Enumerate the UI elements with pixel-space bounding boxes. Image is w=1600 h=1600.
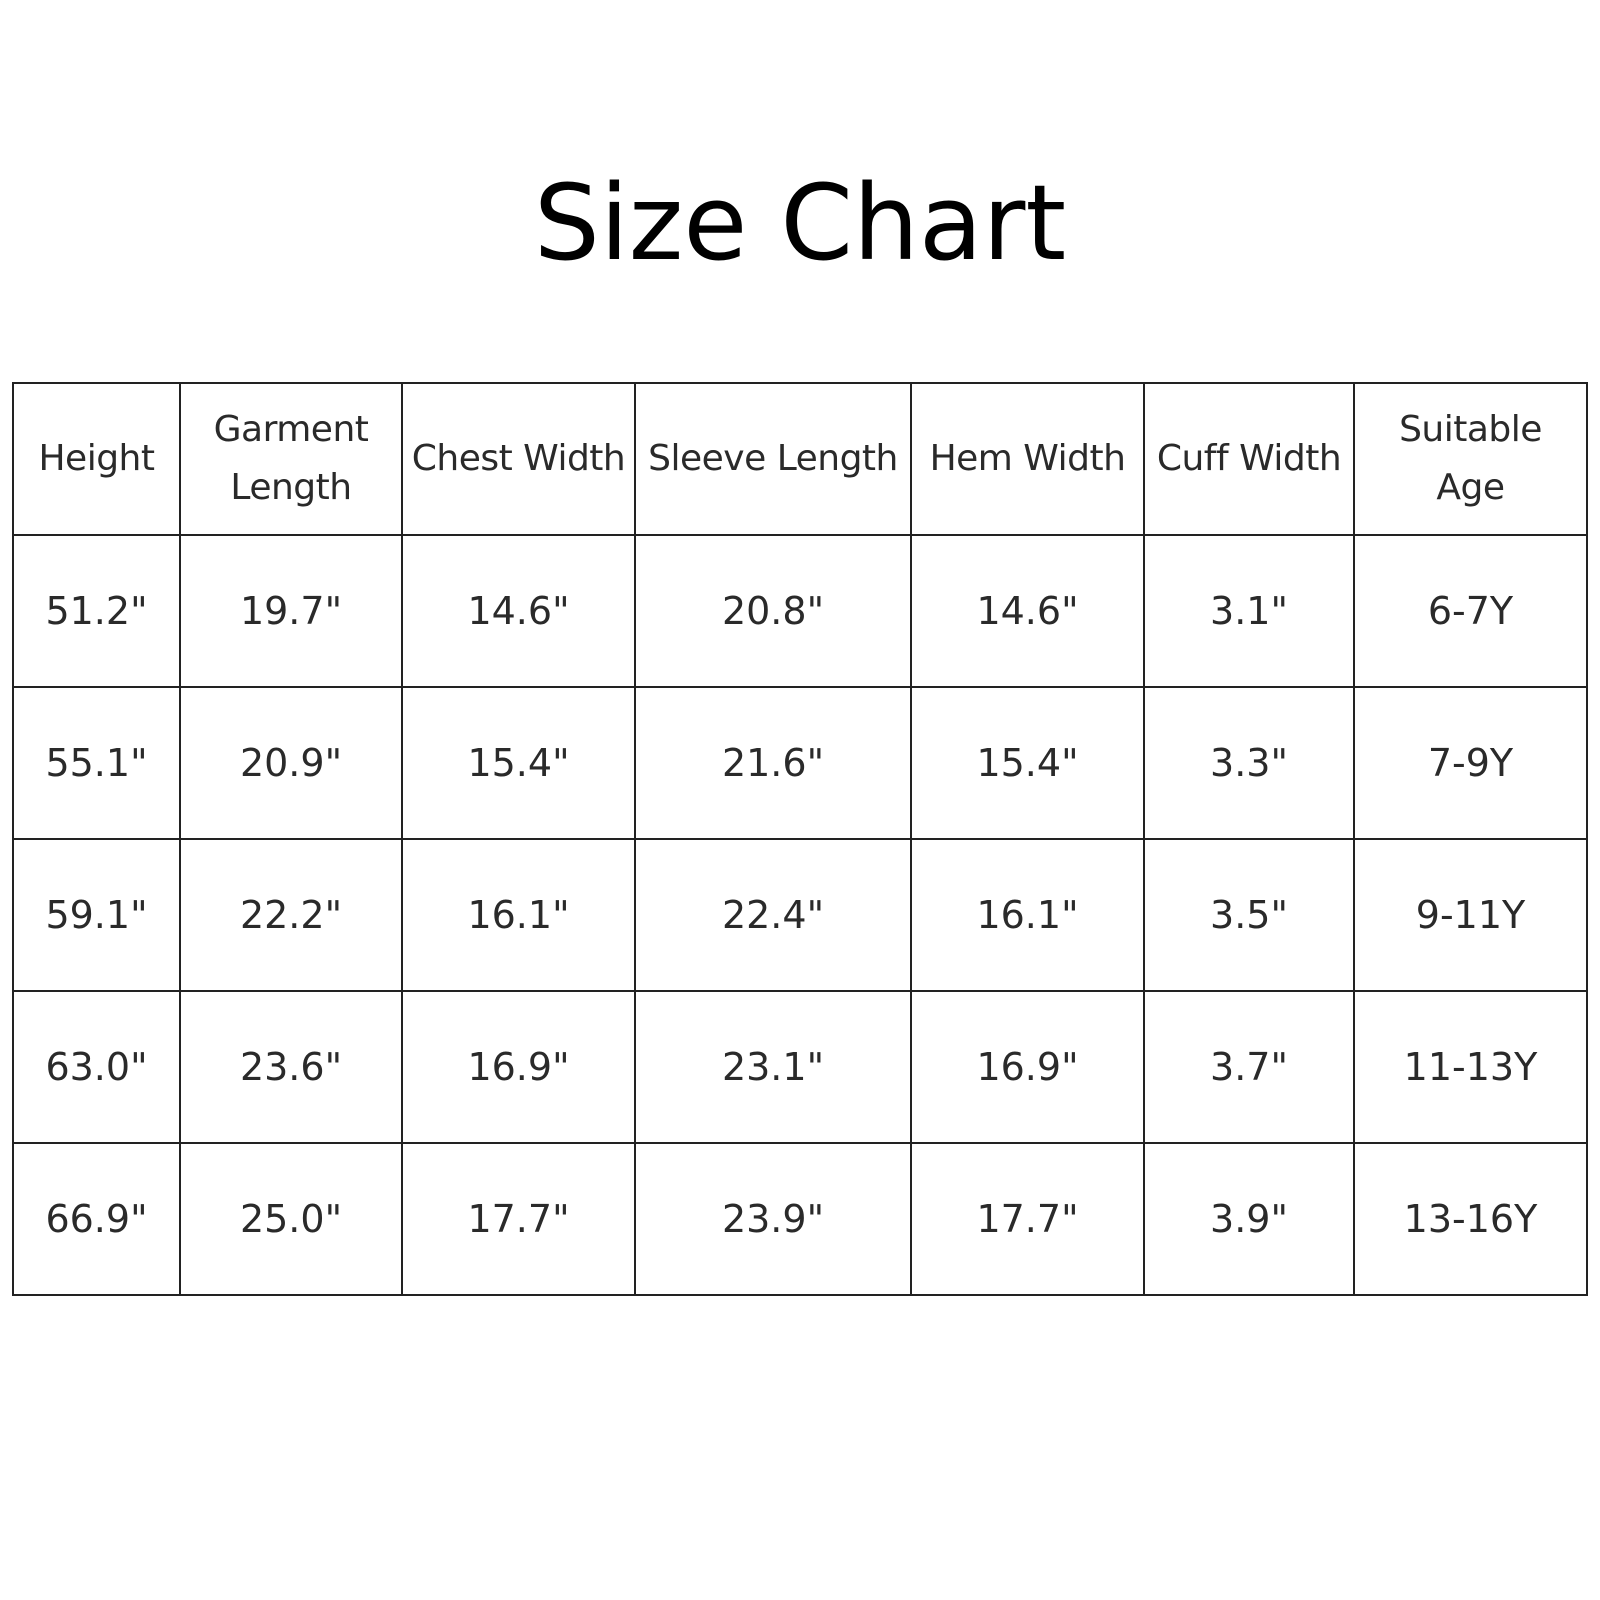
header-garment-length: Garment Length <box>179 382 403 536</box>
cell-cuff-width: 3.9" <box>1143 1142 1355 1296</box>
cell-height: 59.1" <box>12 838 181 992</box>
header-garment-length-line-2: Length <box>230 467 352 508</box>
cell-garment-length: 25.0" <box>179 1142 403 1296</box>
header-chest-width: Chest Width <box>401 382 636 536</box>
cell-suitable-age: 13-16Y <box>1353 1142 1588 1296</box>
page-title: Size Chart <box>533 162 1067 284</box>
cell-cuff-width: 3.3" <box>1143 686 1355 840</box>
header-row: Height Garment Length Chest Width Sleeve… <box>12 382 1588 536</box>
header-hem-width: Hem Width <box>910 382 1145 536</box>
header-sleeve-length-label: Sleeve Length <box>648 438 898 479</box>
cell-suitable-age: 9-11Y <box>1353 838 1588 992</box>
cell-height: 66.9" <box>12 1142 181 1296</box>
cell-chest-width: 15.4" <box>401 686 636 840</box>
cell-cuff-width: 3.1" <box>1143 534 1355 688</box>
cell-height: 51.2" <box>12 534 181 688</box>
cell-chest-width: 16.9" <box>401 990 636 1144</box>
header-height-label: Height <box>38 438 155 479</box>
cell-sleeve-length: 23.9" <box>634 1142 912 1296</box>
cell-garment-length: 20.9" <box>179 686 403 840</box>
table-row: 63.0" 23.6" 16.9" 23.1" 16.9" 3.7" 11-13… <box>12 990 1588 1144</box>
cell-suitable-age: 11-13Y <box>1353 990 1588 1144</box>
cell-hem-width: 16.1" <box>910 838 1145 992</box>
cell-sleeve-length: 23.1" <box>634 990 912 1144</box>
header-suitable-age-line-2: Age <box>1436 467 1505 508</box>
header-height: Height <box>12 382 181 536</box>
cell-suitable-age: 7-9Y <box>1353 686 1588 840</box>
cell-sleeve-length: 21.6" <box>634 686 912 840</box>
cell-cuff-width: 3.5" <box>1143 838 1355 992</box>
table-row: 51.2" 19.7" 14.6" 20.8" 14.6" 3.1" 6-7Y <box>12 534 1588 688</box>
cell-hem-width: 15.4" <box>910 686 1145 840</box>
cell-sleeve-length: 20.8" <box>634 534 912 688</box>
header-garment-length-line-1: Garment <box>213 409 369 450</box>
header-hem-width-label: Hem Width <box>929 438 1126 479</box>
table-row: 59.1" 22.2" 16.1" 22.4" 16.1" 3.5" 9-11Y <box>12 838 1588 992</box>
cell-sleeve-length: 22.4" <box>634 838 912 992</box>
cell-garment-length: 23.6" <box>179 990 403 1144</box>
cell-garment-length: 19.7" <box>179 534 403 688</box>
cell-cuff-width: 3.7" <box>1143 990 1355 1144</box>
header-cuff-width-label: Cuff Width <box>1156 438 1342 479</box>
cell-height: 63.0" <box>12 990 181 1144</box>
cell-height: 55.1" <box>12 686 181 840</box>
cell-garment-length: 22.2" <box>179 838 403 992</box>
cell-hem-width: 16.9" <box>910 990 1145 1144</box>
header-sleeve-length: Sleeve Length <box>634 382 912 536</box>
table-row: 66.9" 25.0" 17.7" 23.9" 17.7" 3.9" 13-16… <box>12 1142 1588 1296</box>
cell-chest-width: 16.1" <box>401 838 636 992</box>
cell-chest-width: 17.7" <box>401 1142 636 1296</box>
cell-hem-width: 17.7" <box>910 1142 1145 1296</box>
header-cuff-width: Cuff Width <box>1143 382 1355 536</box>
header-suitable-age: Suitable Age <box>1353 382 1588 536</box>
header-suitable-age-line-1: Suitable <box>1399 409 1542 450</box>
cell-hem-width: 14.6" <box>910 534 1145 688</box>
size-chart-table: Height Garment Length Chest Width Sleeve… <box>12 382 1588 1296</box>
table-row: 55.1" 20.9" 15.4" 21.6" 15.4" 3.3" 7-9Y <box>12 686 1588 840</box>
header-chest-width-label: Chest Width <box>411 438 626 479</box>
cell-suitable-age: 6-7Y <box>1353 534 1588 688</box>
cell-chest-width: 14.6" <box>401 534 636 688</box>
